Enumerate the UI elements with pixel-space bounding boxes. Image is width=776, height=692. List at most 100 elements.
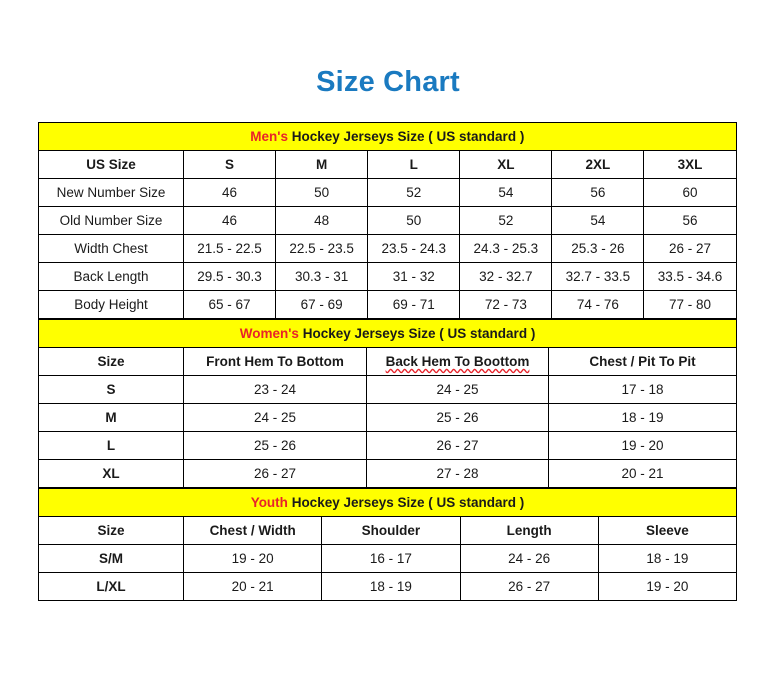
- mens-col-header-4: XL: [459, 150, 553, 179]
- mens-cell-1-0: 46: [182, 206, 277, 235]
- womens-row-label-1: M: [38, 403, 184, 432]
- mens-cell-4-2: 69 - 71: [367, 290, 461, 319]
- mens-section-title: Men's Hockey Jerseys Size ( US standard …: [38, 122, 737, 151]
- womens-cell-1-1: 25 - 26: [366, 403, 549, 432]
- mens-cell-3-1: 30.3 - 31: [275, 262, 369, 291]
- page-title: Size Chart: [316, 66, 460, 98]
- womens-cell-2-2: 19 - 20: [547, 431, 738, 460]
- youth-section-title: Youth Hockey Jerseys Size ( US standard …: [38, 488, 737, 517]
- mens-cell-2-1: 22.5 - 23.5: [275, 234, 369, 263]
- womens-cell-0-1: 24 - 25: [366, 375, 549, 404]
- mens-cell-0-4: 56: [551, 178, 645, 207]
- youth-cell-1-1: 18 - 19: [321, 572, 461, 601]
- mens-cell-4-5: 77 - 80: [643, 290, 737, 319]
- mens-cell-4-0: 65 - 67: [182, 290, 277, 319]
- mens-cell-0-0: 46: [182, 178, 277, 207]
- table-row: Back Length 29.5 - 30.3 30.3 - 31 31 - 3…: [38, 262, 737, 291]
- mens-row-label-2: Width Chest: [38, 234, 184, 263]
- mens-cell-3-5: 33.5 - 34.6: [643, 262, 737, 291]
- womens-cell-0-0: 23 - 24: [183, 375, 367, 404]
- womens-col-header-1: Front Hem To Bottom: [183, 347, 367, 376]
- mens-cell-4-1: 67 - 69: [275, 290, 369, 319]
- size-tables-container: Men's Hockey Jerseys Size ( US standard …: [37, 122, 738, 601]
- section-band-row: Men's Hockey Jerseys Size ( US standard …: [38, 122, 737, 151]
- womens-cell-0-2: 17 - 18: [547, 375, 738, 404]
- mens-cell-2-0: 21.5 - 22.5: [182, 234, 277, 263]
- mens-cell-0-5: 60: [643, 178, 737, 207]
- youth-col-header-4: Sleeve: [597, 516, 738, 545]
- mens-size-table: Men's Hockey Jerseys Size ( US standard …: [38, 122, 737, 319]
- mens-cell-1-1: 48: [275, 206, 369, 235]
- youth-col-header-2: Shoulder: [321, 516, 461, 545]
- mens-cell-1-3: 52: [459, 206, 553, 235]
- youth-cell-1-3: 19 - 20: [597, 572, 738, 601]
- table-row: L/XL 20 - 21 18 - 19 26 - 27 19 - 20: [38, 572, 738, 601]
- table-row: Width Chest 21.5 - 22.5 22.5 - 23.5 23.5…: [38, 234, 737, 263]
- mens-cell-2-4: 25.3 - 26: [551, 234, 645, 263]
- mens-row-label-0: New Number Size: [38, 178, 184, 207]
- mens-cell-3-2: 31 - 32: [367, 262, 461, 291]
- womens-row-label-0: S: [38, 375, 184, 404]
- table-row: Old Number Size 46 48 50 52 54 56: [38, 206, 737, 235]
- womens-cell-3-0: 26 - 27: [183, 459, 367, 488]
- table-row: S 23 - 24 24 - 25 17 - 18: [38, 375, 738, 404]
- mens-col-header-2: M: [275, 150, 369, 179]
- youth-row-label-0: S/M: [38, 544, 184, 573]
- youth-col-header-3: Length: [459, 516, 599, 545]
- mens-col-header-6: 3XL: [643, 150, 737, 179]
- mens-col-header-3: L: [367, 150, 461, 179]
- youth-col-header-0: Size: [38, 516, 184, 545]
- youth-cell-0-2: 24 - 26: [459, 544, 599, 573]
- mens-cell-2-2: 23.5 - 24.3: [367, 234, 461, 263]
- mens-section-accent: Men's: [250, 129, 288, 144]
- youth-size-table: Youth Hockey Jerseys Size ( US standard …: [38, 488, 738, 601]
- womens-col-header-0: Size: [38, 347, 184, 376]
- mens-cell-0-3: 54: [459, 178, 553, 207]
- womens-section-rest: Hockey Jerseys Size ( US standard ): [298, 326, 536, 341]
- table-header-row: Size Chest / Width Shoulder Length Sleev…: [38, 516, 738, 545]
- mens-cell-4-3: 72 - 73: [459, 290, 553, 319]
- table-row: S/M 19 - 20 16 - 17 24 - 26 18 - 19: [38, 544, 738, 573]
- mens-cell-2-5: 26 - 27: [643, 234, 737, 263]
- table-row: New Number Size 46 50 52 54 56 60: [38, 178, 737, 207]
- youth-cell-1-0: 20 - 21: [182, 572, 323, 601]
- mens-cell-1-5: 56: [643, 206, 737, 235]
- womens-row-label-3: XL: [38, 459, 184, 488]
- mens-section-rest: Hockey Jerseys Size ( US standard ): [287, 129, 525, 144]
- womens-cell-2-0: 25 - 26: [183, 431, 367, 460]
- mens-cell-0-2: 52: [367, 178, 461, 207]
- youth-col-header-1: Chest / Width: [182, 516, 323, 545]
- youth-row-label-1: L/XL: [38, 572, 184, 601]
- mens-col-header-1: S: [182, 150, 277, 179]
- mens-cell-2-3: 24.3 - 25.3: [459, 234, 553, 263]
- mens-col-header-5: 2XL: [551, 150, 645, 179]
- table-row: Body Height 65 - 67 67 - 69 69 - 71 72 -…: [38, 290, 737, 319]
- womens-cell-1-0: 24 - 25: [183, 403, 367, 432]
- youth-cell-1-2: 26 - 27: [459, 572, 599, 601]
- womens-cell-2-1: 26 - 27: [366, 431, 549, 460]
- table-row: XL 26 - 27 27 - 28 20 - 21: [38, 459, 738, 488]
- mens-cell-3-0: 29.5 - 30.3: [182, 262, 277, 291]
- womens-row-label-2: L: [38, 431, 184, 460]
- youth-section-rest: Hockey Jerseys Size ( US standard ): [287, 495, 525, 510]
- mens-cell-4-4: 74 - 76: [551, 290, 645, 319]
- womens-cell-3-2: 20 - 21: [547, 459, 738, 488]
- mens-cell-1-4: 54: [551, 206, 645, 235]
- womens-col-header-2-text: Back Hem To Boottom: [385, 354, 530, 369]
- table-row: M 24 - 25 25 - 26 18 - 19: [38, 403, 738, 432]
- mens-row-label-1: Old Number Size: [38, 206, 184, 235]
- table-row: L 25 - 26 26 - 27 19 - 20: [38, 431, 738, 460]
- womens-col-header-2: Back Hem To Boottom: [366, 347, 549, 376]
- womens-cell-3-1: 27 - 28: [366, 459, 549, 488]
- womens-size-table: Women's Hockey Jerseys Size ( US standar…: [37, 319, 738, 488]
- womens-col-header-3: Chest / Pit To Pit: [547, 347, 738, 376]
- mens-col-header-0: US Size: [38, 150, 184, 179]
- youth-cell-0-1: 16 - 17: [321, 544, 461, 573]
- mens-row-label-3: Back Length: [38, 262, 184, 291]
- womens-section-title: Women's Hockey Jerseys Size ( US standar…: [37, 319, 738, 348]
- youth-section-accent: Youth: [250, 495, 288, 510]
- womens-section-accent: Women's: [239, 326, 299, 341]
- mens-row-label-4: Body Height: [38, 290, 184, 319]
- table-header-row: Size Front Hem To Bottom Back Hem To Boo…: [38, 347, 738, 376]
